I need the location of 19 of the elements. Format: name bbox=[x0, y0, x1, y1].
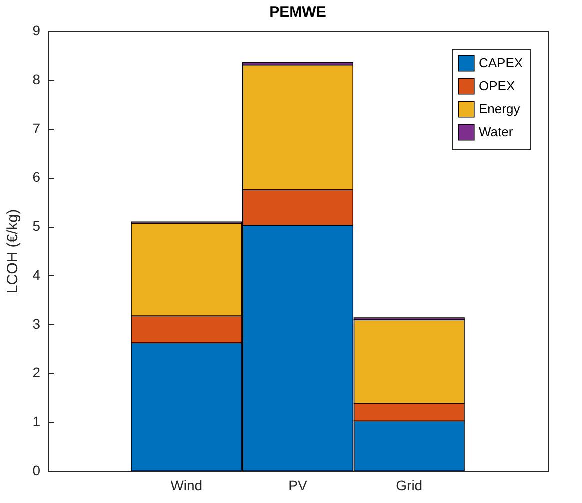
x-tick-label: PV bbox=[288, 478, 308, 494]
y-tick-label: 3 bbox=[32, 316, 41, 332]
y-tick-label: 2 bbox=[32, 364, 41, 381]
y-tick-label: 5 bbox=[32, 218, 41, 234]
y-tick-label: 1 bbox=[32, 414, 41, 430]
y-tick-label: 6 bbox=[32, 169, 41, 186]
legend-label: Energy bbox=[479, 102, 521, 116]
legend-label: Water bbox=[479, 124, 514, 140]
x-tick-label: Wind bbox=[170, 478, 203, 494]
y-tick-label: 4 bbox=[32, 266, 41, 283]
y-axis-title: LCOH (€/kg) bbox=[4, 209, 22, 294]
legend-label: CAPEX bbox=[479, 56, 524, 70]
legend-label: OPEX bbox=[479, 78, 516, 94]
x-tick-label: Grid bbox=[396, 478, 423, 494]
y-tick-label: 7 bbox=[32, 120, 41, 136]
y-tick-label: 9 bbox=[32, 22, 41, 38]
chart-title: PEMWE bbox=[270, 4, 326, 21]
y-tick-label: 8 bbox=[32, 71, 41, 88]
y-tick-label: 0 bbox=[32, 462, 41, 478]
